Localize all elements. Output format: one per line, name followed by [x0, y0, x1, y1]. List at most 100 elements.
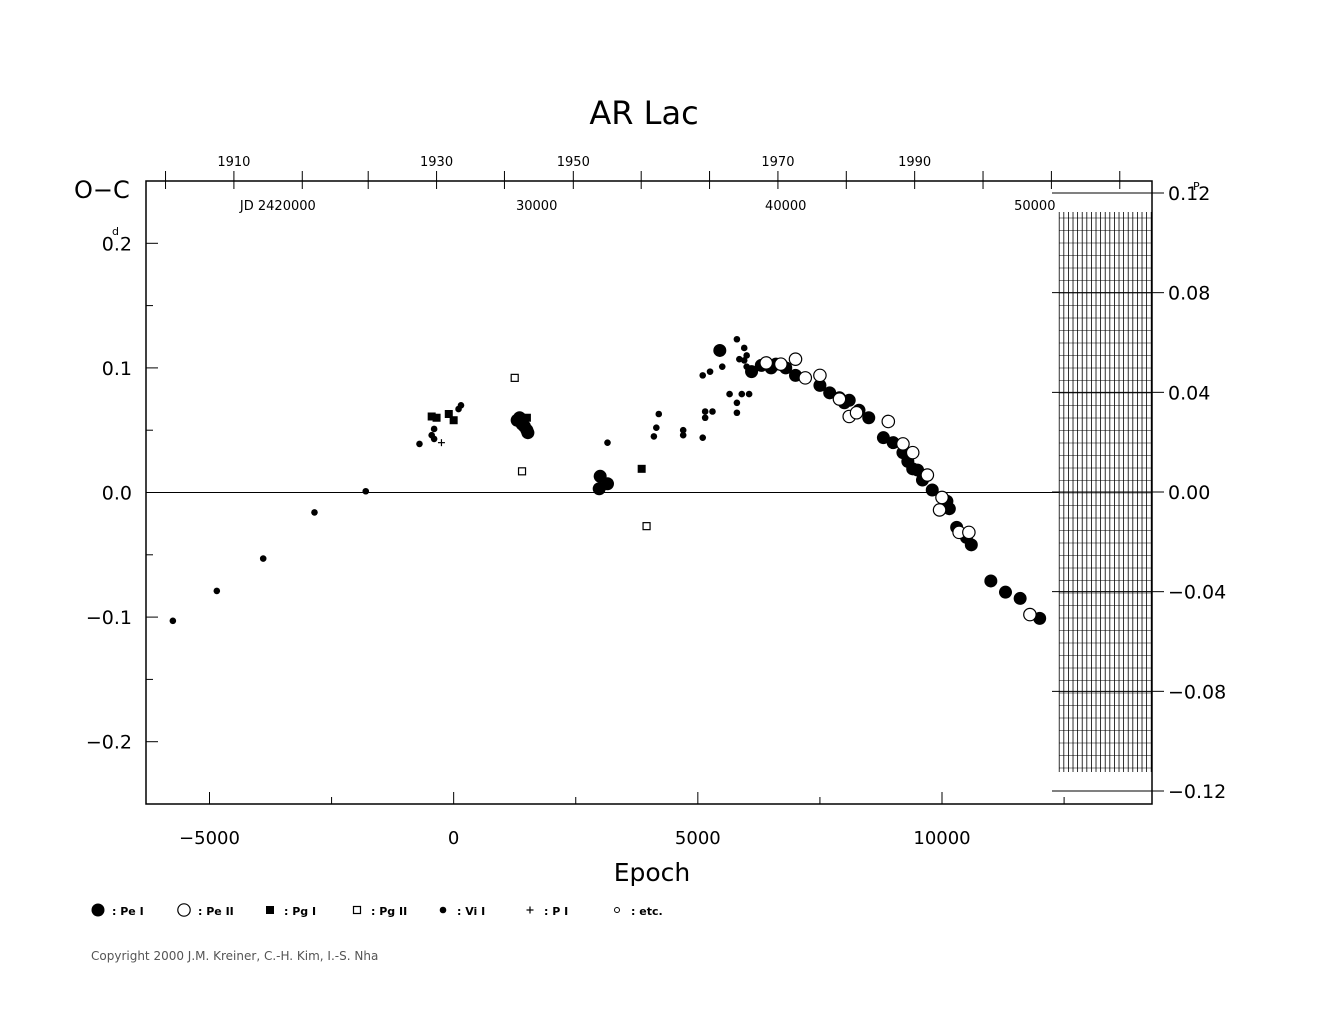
y-right-tick-label: 0.04 — [1168, 382, 1210, 404]
data-point — [849, 405, 864, 420]
legend: : Pe I: Pe II: Pg I: Pg II: Vi I: P I: e… — [91, 903, 663, 918]
data-point — [726, 390, 733, 398]
y-right-unit: P — [1193, 180, 1200, 193]
data-point — [709, 408, 716, 415]
data-point — [259, 555, 267, 562]
data-point — [699, 434, 707, 441]
data-point — [881, 414, 896, 429]
data-point — [932, 503, 947, 517]
data-point — [774, 357, 788, 371]
data-point — [706, 368, 714, 375]
data-point — [733, 399, 741, 407]
copyright-text: Copyright 2000 J.M. Kreiner, C.-H. Kim, … — [91, 949, 379, 963]
data-point — [311, 509, 318, 516]
y-left-tick-label: 0.1 — [102, 358, 132, 380]
data-point — [655, 410, 663, 418]
data-point — [427, 412, 436, 421]
data-point — [701, 408, 709, 415]
legend-label: : Pg I — [284, 905, 316, 918]
data-point — [362, 487, 370, 495]
data-points — [169, 335, 1047, 625]
x-axis-label: Epoch — [614, 858, 691, 887]
data-point — [813, 378, 827, 392]
top-jd-label: JD 2420000 — [239, 199, 316, 214]
data-point — [962, 525, 976, 540]
future-hatch-region — [1058, 212, 1152, 772]
data-point — [679, 431, 687, 439]
data-point — [813, 368, 827, 383]
data-point — [1023, 607, 1037, 622]
data-point — [743, 352, 750, 359]
data-point — [788, 352, 803, 366]
top-year-label: 1910 — [217, 155, 250, 170]
data-point — [1013, 591, 1027, 605]
data-point — [876, 431, 890, 445]
data-point — [733, 335, 741, 343]
data-point — [745, 390, 753, 398]
data-point — [738, 390, 746, 398]
data-point — [650, 433, 658, 440]
data-point — [430, 435, 438, 443]
y-left-unit: d — [112, 225, 119, 238]
data-point — [713, 343, 727, 357]
y-right-tick-label: 0.12 — [1168, 183, 1210, 205]
legend-marker — [177, 903, 191, 917]
top-year-label: 1930 — [420, 155, 453, 170]
top-year-label: 1970 — [761, 155, 794, 170]
data-point — [862, 411, 876, 425]
legend-marker — [266, 906, 274, 914]
data-point — [432, 413, 441, 422]
y-right-tick-label: 0.08 — [1168, 283, 1210, 305]
data-point — [733, 409, 741, 417]
data-point — [964, 538, 978, 552]
data-point — [842, 393, 856, 407]
data-point — [718, 363, 726, 370]
x-tick-label: −5000 — [179, 828, 240, 849]
data-point — [942, 502, 956, 516]
y-right-tick-label: −0.12 — [1168, 781, 1226, 803]
data-point — [444, 410, 453, 419]
data-point — [896, 437, 910, 451]
x-tick-label: 5000 — [675, 828, 721, 849]
top-jd-label: 40000 — [765, 199, 806, 214]
top-jd-label: 30000 — [516, 199, 557, 214]
data-point — [449, 416, 458, 425]
top-jd-label: 50000 — [1014, 199, 1055, 214]
legend-marker — [352, 905, 362, 915]
y-left-tick-label: −0.2 — [86, 732, 132, 754]
legend-marker — [439, 906, 447, 914]
axes-group: −5000 0 5000 10000 −0.2 −0.1 0.0 0.1 0.2d −0.12 −0… — [86, 155, 1226, 849]
data-point — [679, 426, 687, 434]
x-tick-label: 10000 — [913, 828, 970, 849]
y-right-tick-label: 0.00 — [1168, 482, 1210, 504]
y-axis-left-label: O−C — [74, 176, 130, 204]
data-point — [935, 490, 949, 505]
data-point — [823, 386, 837, 400]
data-point — [604, 439, 611, 446]
data-point — [759, 356, 774, 370]
legend-label: : P I — [544, 905, 568, 918]
data-point — [798, 371, 813, 385]
data-point — [740, 344, 748, 352]
y-right-tick-label: −0.08 — [1168, 681, 1226, 703]
data-point — [169, 617, 177, 625]
legend-label: : Pe II — [198, 905, 234, 918]
data-point — [642, 522, 651, 531]
data-point — [920, 468, 935, 482]
data-point — [998, 585, 1012, 599]
data-point — [637, 464, 646, 473]
legend-label: : etc. — [631, 905, 663, 918]
data-point — [701, 414, 709, 422]
data-point — [653, 424, 660, 432]
y-left-tick-label: −0.1 — [86, 607, 132, 629]
data-point — [743, 363, 750, 370]
data-point — [740, 357, 748, 364]
data-point — [699, 372, 707, 379]
data-point — [832, 392, 847, 406]
legend-label: : Vi I — [457, 905, 485, 918]
y-right-tick-label: −0.04 — [1168, 582, 1226, 604]
legend-marker — [91, 903, 105, 917]
legend-label: : Pe I — [112, 905, 144, 918]
data-point — [522, 413, 531, 422]
